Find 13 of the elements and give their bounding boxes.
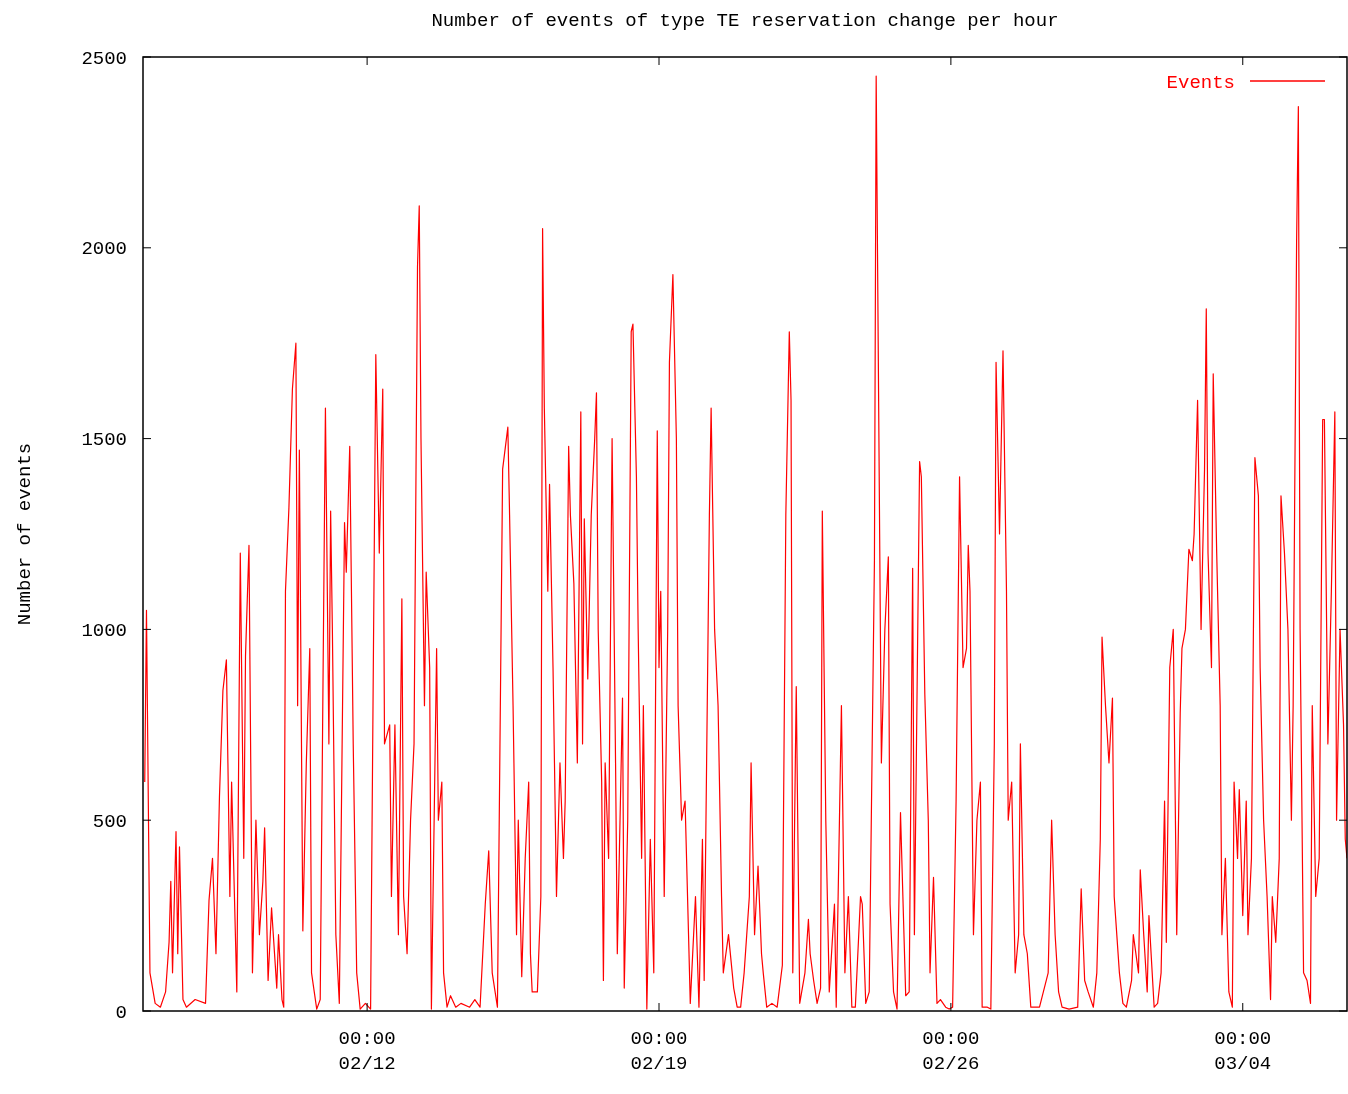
x-tick-label: 00:00 02/12 (338, 1028, 396, 1075)
y-tick-label: 2500 (81, 47, 127, 70)
y-axis-title: Number of events (14, 442, 36, 626)
y-tick-label: 0 (115, 1001, 127, 1024)
x-tick-label: 00:00 02/19 (630, 1028, 688, 1075)
y-tick-label: 1500 (81, 429, 127, 452)
x-tick-label: 00:00 03/04 (1214, 1028, 1272, 1075)
y-tick-label: 1000 (81, 620, 127, 643)
chart-title: Number of events of type TE reservation change per hour (431, 10, 1059, 32)
x-tick-label: 00:00 02/26 (922, 1028, 980, 1075)
legend-label: Events (1166, 71, 1235, 94)
y-tick-label: 500 (92, 810, 127, 833)
y-tick-label: 2000 (81, 238, 127, 261)
